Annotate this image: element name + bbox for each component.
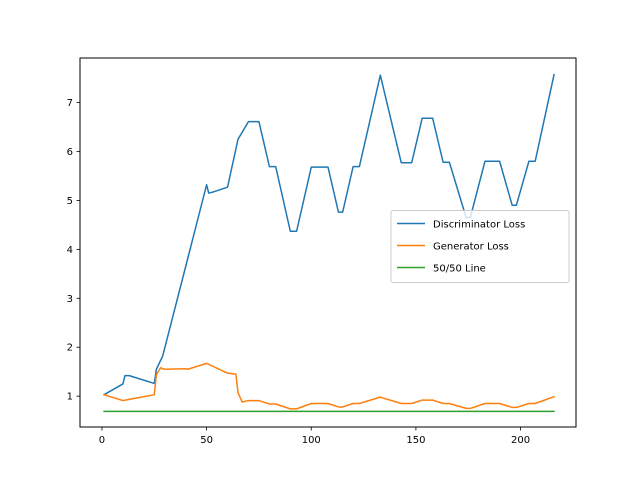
x-axis-ticks: 0 50 100 150 200 <box>99 427 530 446</box>
y-tick-label: 6 <box>67 147 73 158</box>
y-tick-label: 3 <box>67 294 73 305</box>
x-tick-label: 200 <box>511 435 530 446</box>
legend-label-1: Generator Loss <box>433 242 509 253</box>
y-tick-label: 5 <box>67 196 73 207</box>
x-tick-label: 50 <box>200 435 213 446</box>
y-tick-label: 4 <box>67 245 73 256</box>
axes-layer <box>79 57 577 428</box>
y-tick-label: 1 <box>67 392 73 403</box>
y-tick-label: 7 <box>67 98 73 109</box>
legend-label-2: 50/50 Line <box>433 264 486 275</box>
series-line-0 <box>103 73 555 396</box>
legend-label-0: Discriminator Loss <box>433 220 525 231</box>
plot-area-frame <box>79 57 577 428</box>
legend: Discriminator Loss Generator Loss 50/50 Li… <box>390 210 570 283</box>
x-tick-label: 100 <box>302 435 321 446</box>
series-layer <box>103 73 555 413</box>
series-line-1 <box>103 362 555 410</box>
legend-box <box>390 210 570 283</box>
x-tick-label: 150 <box>406 435 425 446</box>
y-tick-label: 2 <box>67 343 73 354</box>
x-tick-label: 0 <box>99 435 105 446</box>
y-axis-ticks: 1 2 3 4 5 6 7 <box>67 98 80 403</box>
